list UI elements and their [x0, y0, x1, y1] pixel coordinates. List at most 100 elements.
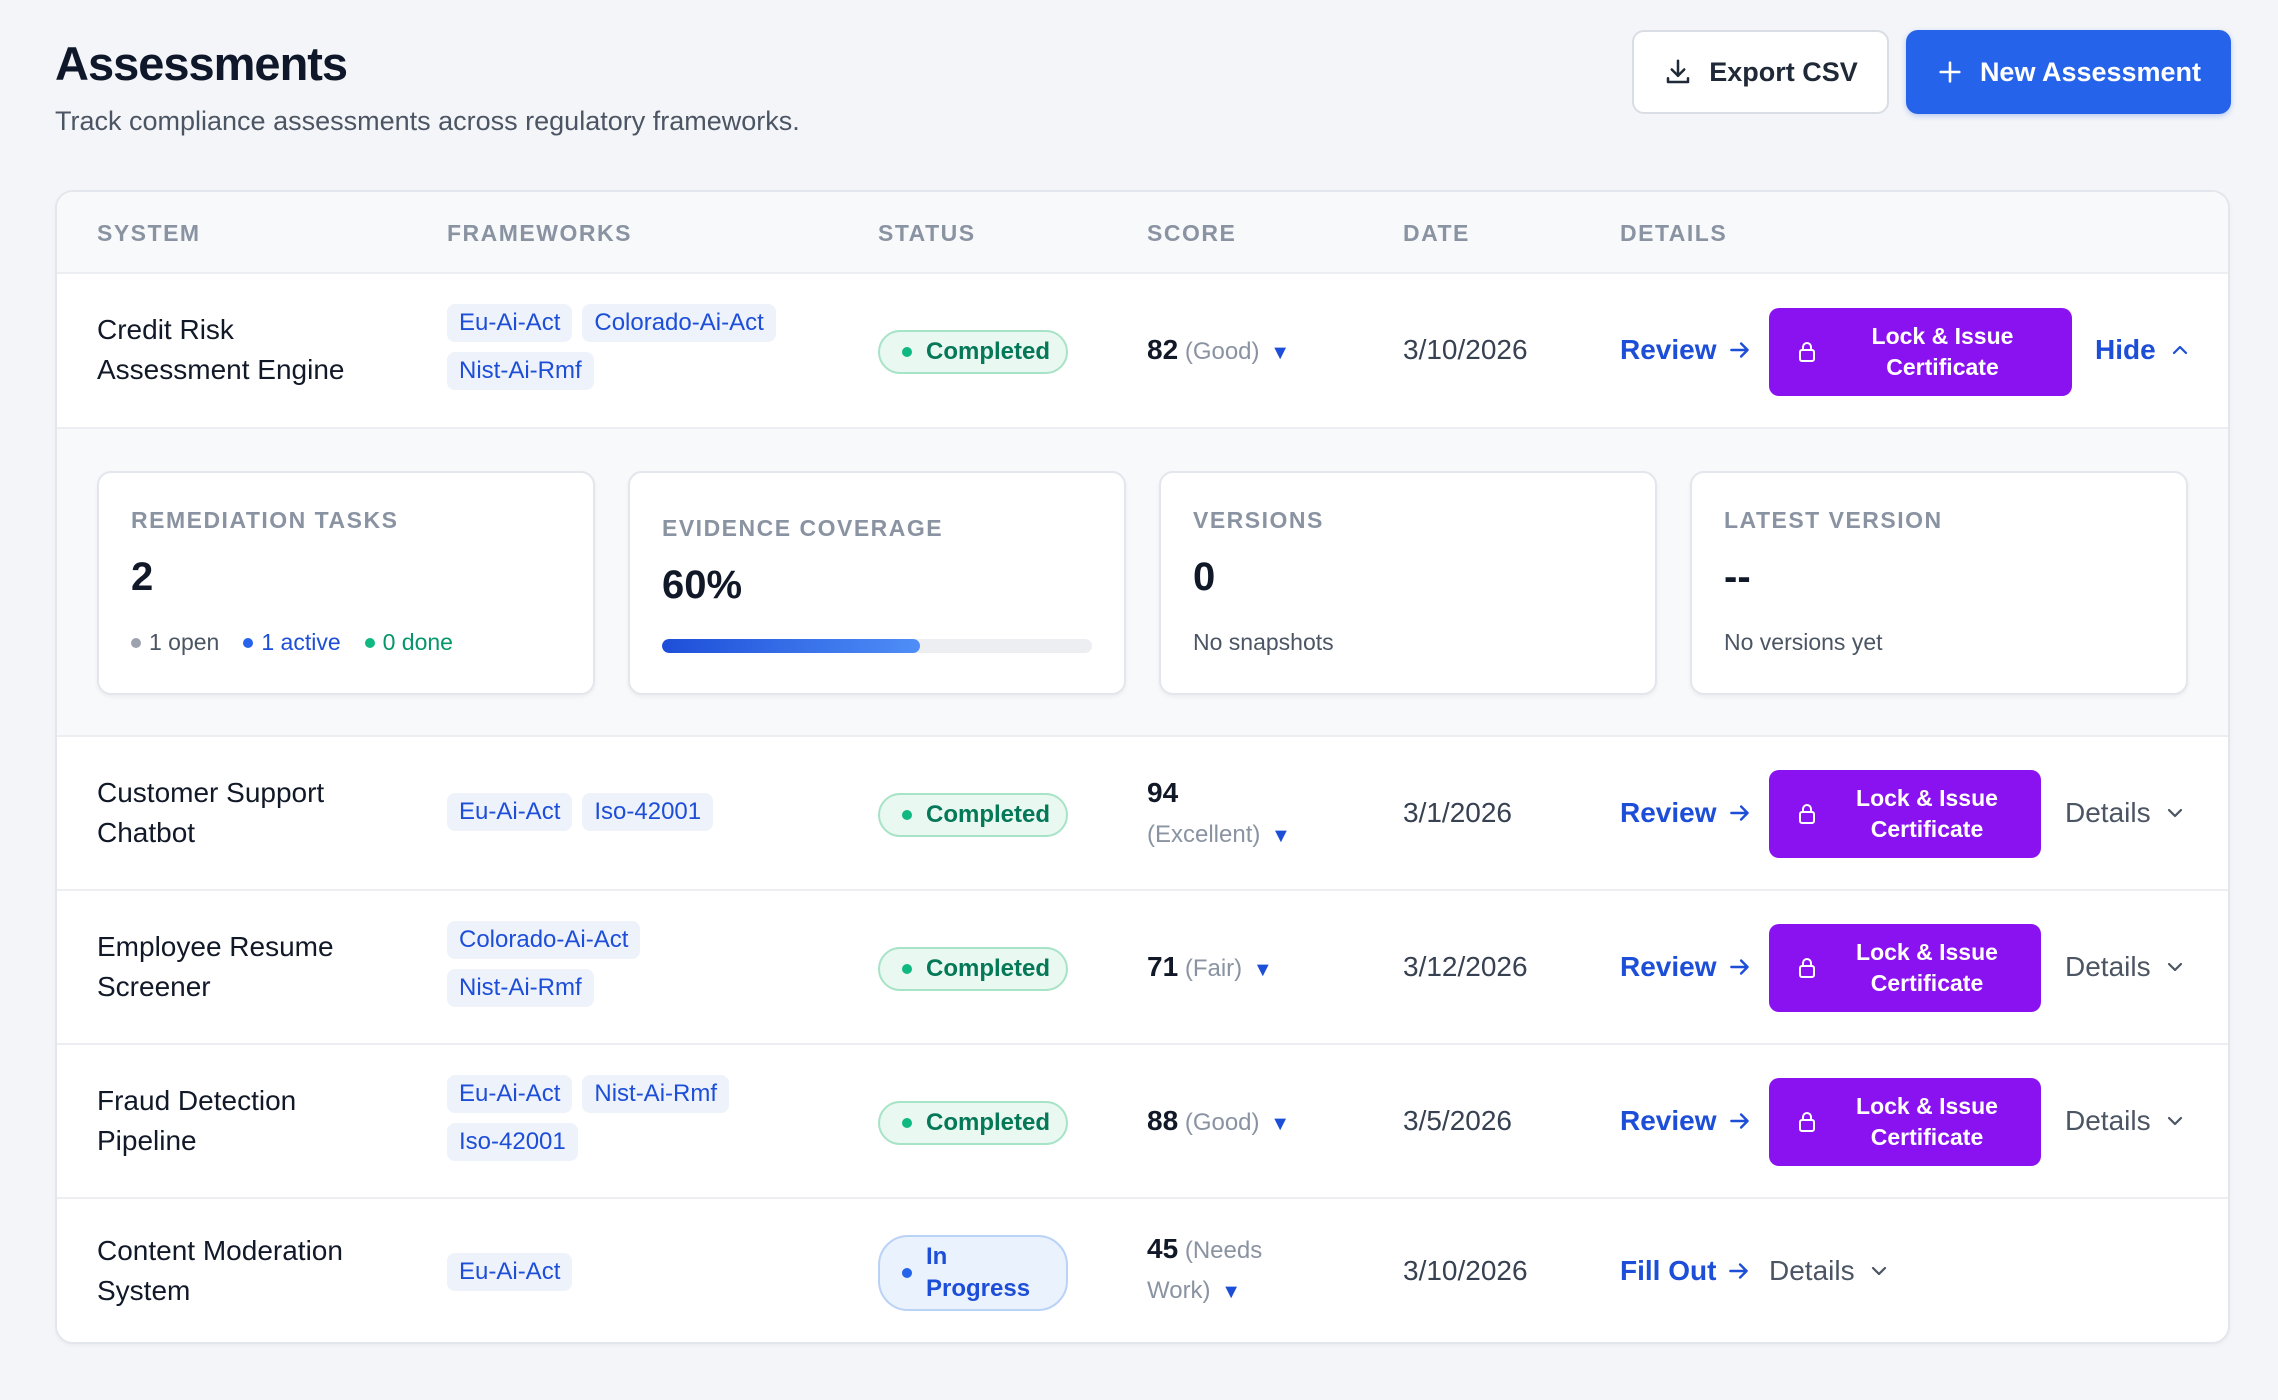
new-assessment-label: New Assessment — [1979, 56, 2202, 87]
lock-issue-certificate-button[interactable]: Lock & Issue Certificate — [1769, 770, 2041, 858]
date: 3/12/2026 — [1403, 951, 1528, 982]
column-header-date: DATE — [1403, 220, 1470, 246]
details-toggle[interactable]: Details — [1769, 1255, 1891, 1287]
download-icon — [1666, 59, 1690, 84]
status-badge: Completed — [878, 1101, 1068, 1145]
framework-tag: Iso-42001 — [582, 793, 714, 831]
plus-icon — [1939, 61, 1961, 83]
stat-value: -- — [1724, 555, 1751, 599]
system-name: Content Moderation System — [97, 1235, 343, 1306]
assessments-table: SYSTEM FRAMEWORKS STATUS SCORE DATE DETA… — [55, 190, 2230, 1344]
score[interactable]: 45 (Needs Work) ▼ — [1147, 1233, 1263, 1304]
system-name: Employee Resume Screener — [97, 931, 334, 1002]
lock-icon — [1799, 1112, 1815, 1132]
review-link[interactable]: Review — [1620, 334, 1753, 366]
status-dot — [902, 810, 912, 820]
lock-issue-certificate-button[interactable]: Lock & Issue Certificate — [1769, 1078, 2041, 1166]
framework-tags: Colorado-Ai-Act Nist-Ai-Rmf — [447, 921, 687, 1007]
stat-label: REMEDIATION TASKS — [131, 507, 399, 533]
framework-tags: Eu-Ai-Act Nist-Ai-Rmf Iso-42001 — [447, 1075, 827, 1161]
score[interactable]: 94 (Excellent) ▼ — [1147, 777, 1291, 848]
details-toggle[interactable]: Details — [2065, 951, 2187, 983]
column-header-score: SCORE — [1147, 220, 1237, 246]
export-csv-label: Export CSV — [1709, 56, 1858, 87]
page-title: Assessments — [55, 37, 348, 90]
caret-down-icon: ▼ — [1221, 1281, 1242, 1303]
stat-sub: No versions yet — [1724, 629, 1883, 655]
caret-down-icon: ▼ — [1270, 342, 1290, 364]
stat-label: VERSIONS — [1193, 507, 1324, 533]
evidence-coverage-card: EVIDENCE COVERAGE 60% — [628, 471, 1126, 695]
lock-issue-certificate-button[interactable]: Lock & Issue Certificate — [1769, 924, 2041, 1012]
arrow-right-icon — [1729, 1113, 1749, 1129]
status-badge: In Progress — [878, 1235, 1068, 1311]
framework-tags: Eu-Ai-Act Colorado-Ai-Act Nist-Ai-Rmf — [447, 304, 827, 390]
date: 3/10/2026 — [1403, 334, 1528, 365]
details-toggle[interactable]: Details — [2065, 1105, 2187, 1137]
caret-down-icon: ▼ — [1271, 825, 1291, 847]
caret-down-icon: ▼ — [1252, 959, 1273, 981]
lock-icon — [1799, 958, 1815, 978]
date: 3/1/2026 — [1403, 797, 1512, 828]
framework-tag: Eu-Ai-Act — [447, 1253, 573, 1291]
framework-tag: Nist-Ai-Rmf — [447, 352, 594, 390]
table-row: Customer Support Chatbot Eu-Ai-Act Iso-4… — [57, 737, 2228, 891]
chevron-up-icon — [2172, 345, 2187, 355]
framework-tag: Eu-Ai-Act — [447, 304, 573, 342]
review-link[interactable]: Review — [1620, 1105, 1753, 1137]
page-subtitle: Track compliance assessments across regu… — [55, 106, 800, 136]
score[interactable]: 88 (Good) ▼ — [1147, 1105, 1290, 1136]
hide-details-toggle[interactable]: Hide — [2095, 334, 2192, 366]
open-dot — [131, 637, 141, 648]
caret-down-icon: ▼ — [1270, 1113, 1290, 1135]
export-csv-button[interactable]: Export CSV — [1632, 30, 1889, 114]
status-dot — [902, 964, 912, 974]
chevron-down-icon — [1871, 1266, 1886, 1276]
framework-tag: Colorado-Ai-Act — [447, 921, 641, 959]
arrow-right-icon — [1729, 959, 1749, 975]
framework-tag: Nist-Ai-Rmf — [582, 1075, 730, 1113]
active-dot — [243, 637, 254, 648]
page-header: Assessments Track compliance assessments… — [55, 36, 800, 137]
review-link[interactable]: Review — [1620, 797, 1753, 829]
system-name: Credit Risk Assessment Engine — [97, 314, 345, 385]
stat-label: LATEST VERSION — [1724, 507, 1943, 533]
table-row: Content Moderation System Eu-Ai-Act In P… — [57, 1199, 2228, 1342]
status-dot — [902, 1118, 912, 1128]
score[interactable]: 82 (Good) ▼ — [1147, 334, 1290, 365]
table-header: SYSTEM FRAMEWORKS STATUS SCORE DATE DETA… — [57, 192, 2228, 274]
date: 3/5/2026 — [1403, 1105, 1512, 1136]
framework-tag: Colorado-Ai-Act — [582, 304, 776, 342]
details-toggle[interactable]: Details — [2065, 797, 2187, 829]
status-dot — [902, 1268, 912, 1278]
status-badge: Completed — [878, 947, 1068, 991]
table-row: Fraud Detection Pipeline Eu-Ai-Act Nist-… — [57, 1045, 2228, 1199]
latest-version-card: LATEST VERSION -- No versions yet — [1690, 471, 2188, 695]
score[interactable]: 71 (Fair) ▼ — [1147, 951, 1273, 982]
arrow-right-icon — [1729, 342, 1749, 358]
arrow-right-icon — [1729, 805, 1749, 821]
lock-icon — [1799, 342, 1815, 362]
system-name: Customer Support Chatbot — [97, 777, 325, 848]
task-breakdown: 1 open 1 active 0 done — [131, 629, 453, 656]
framework-tag: Eu-Ai-Act — [447, 793, 573, 831]
column-header-details: DETAILS — [1620, 220, 1728, 246]
new-assessment-button[interactable]: New Assessment — [1906, 30, 2231, 114]
chevron-down-icon — [2167, 808, 2182, 818]
review-link[interactable]: Review — [1620, 951, 1753, 983]
system-name: Fraud Detection Pipeline — [97, 1085, 297, 1156]
lock-icon — [1799, 804, 1815, 824]
status-badge: Completed — [878, 330, 1068, 374]
stat-value: 60% — [662, 563, 743, 607]
remediation-tasks-card: REMEDIATION TASKS 2 1 open 1 active 0 do… — [97, 471, 595, 695]
chevron-down-icon — [2167, 962, 2182, 972]
stat-value: 0 — [1193, 555, 1216, 599]
lock-issue-certificate-button[interactable]: Lock & Issue Certificate — [1769, 308, 2072, 396]
framework-tags: Eu-Ai-Act — [447, 1253, 827, 1291]
fill-out-link[interactable]: Fill Out — [1620, 1255, 1752, 1287]
stat-sub: No snapshots — [1193, 629, 1334, 655]
chevron-down-icon — [2167, 1116, 2182, 1126]
done-dot — [364, 637, 375, 648]
table-row: Employee Resume Screener Colorado-Ai-Act… — [57, 891, 2228, 1045]
coverage-progress-bar — [662, 639, 1092, 653]
